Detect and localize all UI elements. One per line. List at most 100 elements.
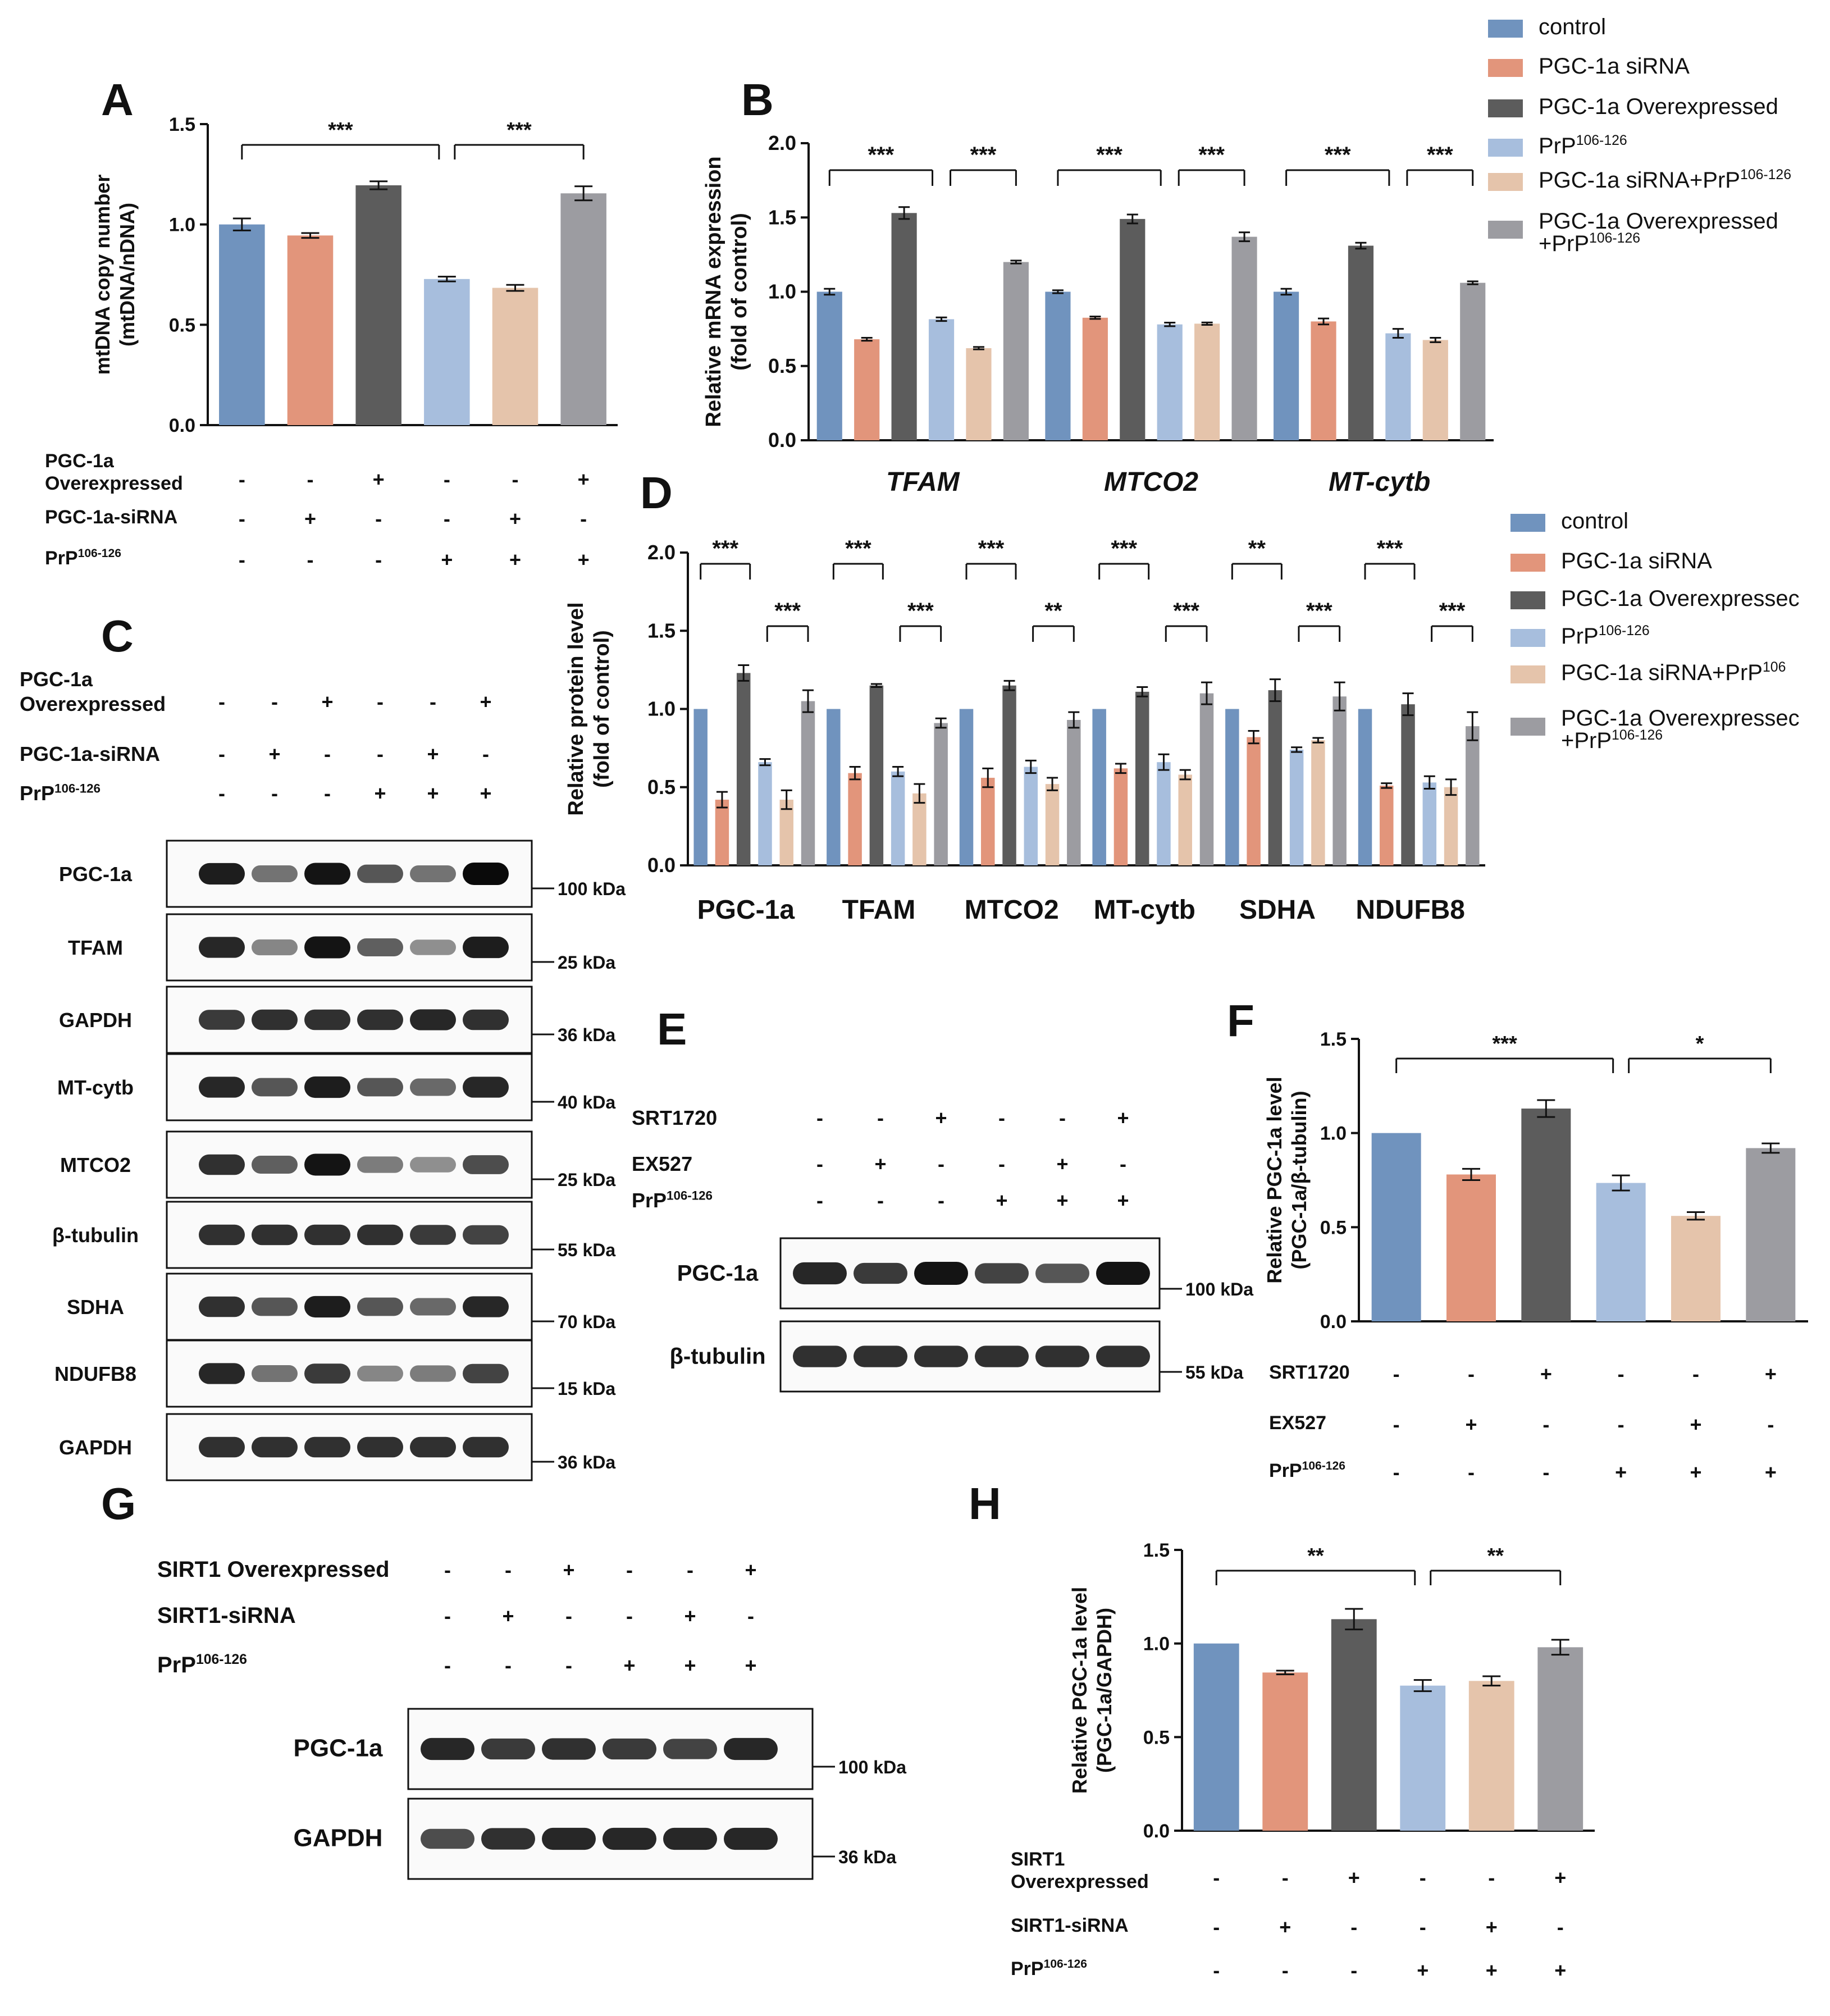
- condition-sign: -: [580, 507, 587, 530]
- blot-band: [357, 1297, 403, 1316]
- condition-sign: -: [1468, 1461, 1475, 1484]
- bar: [1157, 324, 1183, 440]
- bar: [1225, 709, 1239, 865]
- condition-sign: -: [1120, 1152, 1126, 1175]
- condition-sign: -: [1618, 1413, 1624, 1436]
- bar: [848, 773, 862, 865]
- y-axis-label-2: (PGC-1a/GAPDH): [1093, 1608, 1116, 1773]
- blot-band: [481, 1828, 535, 1850]
- kda-marker: 55 kDa: [558, 1240, 615, 1260]
- panel-label-h: H: [969, 1479, 1001, 1529]
- panel-h-chart: 0.0 0.5 1.0 1.5 Relative PGC-1a level (PGC-1a…: [1011, 1540, 1595, 1982]
- condition-sign: -: [1543, 1461, 1549, 1484]
- blot-band: [199, 937, 245, 958]
- condition-sign: -: [377, 690, 384, 713]
- blot-band: [463, 1155, 509, 1174]
- condition-sign: +: [1056, 1189, 1068, 1212]
- legend-label: PGC-1a siRNA+PrP106-126: [1539, 167, 1791, 193]
- bar: [928, 319, 955, 440]
- kda-marker: 70 kDa: [558, 1312, 615, 1332]
- condition-sign: -: [375, 548, 382, 571]
- y-axis-label-2: (PGC-1a/β-tubulin): [1288, 1091, 1311, 1270]
- bar: [827, 709, 841, 865]
- bar: [1157, 762, 1171, 865]
- bar: [1444, 787, 1458, 865]
- blot-band: [463, 1077, 509, 1098]
- significance-label: **: [1487, 1544, 1504, 1568]
- blot-band: [410, 939, 456, 955]
- condition-sign: -: [505, 1558, 512, 1581]
- condition-sign: +: [578, 548, 590, 571]
- condition-sign: -: [512, 468, 519, 491]
- y-axis-label-2: (mtDNA/nDNA): [116, 203, 139, 346]
- legend-label: control: [1539, 15, 1606, 39]
- bar: [1385, 333, 1411, 440]
- condition-sign: +: [427, 782, 439, 805]
- blot-band: [252, 1156, 298, 1174]
- condition-sign: +: [374, 782, 386, 805]
- condition-sign: -: [1557, 1915, 1564, 1939]
- significance-label: ***: [506, 118, 532, 142]
- significance-label: ***: [1096, 143, 1122, 167]
- blot-band: [724, 1737, 778, 1760]
- bar: [966, 348, 992, 440]
- panel-label-e: E: [657, 1004, 687, 1054]
- legend-label: PGC-1a Overexpressed: [1539, 94, 1778, 119]
- bar: [1537, 1647, 1583, 1831]
- blot-band: [357, 1365, 403, 1382]
- condition-label: PGC-1a-siRNA: [20, 742, 160, 765]
- bar: [1401, 704, 1415, 865]
- bar: [1045, 784, 1060, 865]
- condition-label: PGC-1a: [45, 450, 115, 472]
- bar: [912, 793, 927, 865]
- bar: [1193, 1643, 1239, 1831]
- kda-marker: 15 kDa: [558, 1379, 615, 1399]
- bar: [1262, 1672, 1308, 1831]
- condition-sign: +: [441, 548, 453, 571]
- bar: [891, 771, 905, 865]
- condition-sign: -: [430, 690, 436, 713]
- kda-marker: 25 kDa: [558, 952, 615, 973]
- blot-row-label: MT-cytb: [57, 1076, 134, 1099]
- condition-sign: +: [1690, 1413, 1701, 1436]
- condition-sign: +: [1056, 1152, 1068, 1175]
- significance-label: ***: [845, 536, 871, 561]
- condition-sign: +: [1765, 1362, 1777, 1385]
- blot-band: [199, 1363, 245, 1384]
- blot-band: [410, 1365, 456, 1382]
- condition-sign: -: [1420, 1915, 1426, 1939]
- condition-sign: -: [1543, 1413, 1549, 1436]
- blot-band: [304, 1153, 350, 1176]
- y-axis-label: Relative PGC-1a level: [1263, 1077, 1286, 1283]
- blot-band: [410, 865, 456, 883]
- condition-sign: +: [874, 1152, 886, 1175]
- x-tick-label: PGC-1a: [697, 895, 795, 925]
- blot-band: [199, 1077, 245, 1098]
- condition-sign: -: [998, 1106, 1005, 1129]
- blot-row-label: PGC-1a: [59, 863, 133, 886]
- blot-row-label: MTCO2: [60, 1153, 131, 1176]
- condition-sign: -: [1059, 1106, 1066, 1129]
- condition-label: Overexpressed: [1011, 1871, 1149, 1892]
- bar: [1135, 691, 1149, 865]
- blot-band: [357, 1436, 403, 1458]
- blot-row-label: β-tubulin: [52, 1224, 139, 1247]
- condition-label: PrP106-126: [157, 1652, 247, 1677]
- significance-label: ***: [1173, 599, 1199, 623]
- bar: [1194, 323, 1220, 440]
- condition-sign: +: [509, 507, 521, 530]
- panel-label-c: C: [101, 611, 134, 661]
- legend-panel-d: control PGC-1a siRNA PGC-1a Overexpressec P…: [1510, 509, 1800, 753]
- y-tick-label: 0.5: [169, 314, 195, 336]
- blot-band: [252, 939, 298, 956]
- condition-label: PrP106-126: [45, 547, 121, 569]
- x-tick-label: TFAM: [842, 895, 916, 925]
- y-tick-label: 0.5: [647, 776, 676, 799]
- y-tick-label: 1.5: [1320, 1029, 1347, 1050]
- legend-swatch: [1488, 20, 1523, 38]
- significance-label: *: [1696, 1032, 1704, 1056]
- bar: [1348, 245, 1374, 440]
- y-tick-label: 1.5: [169, 114, 195, 135]
- panel-a-chart: 0.0 0.5 1.0 1.5 mtDNA copy number (mtDNA/nDNA…: [45, 114, 618, 571]
- condition-sign: +: [373, 468, 385, 491]
